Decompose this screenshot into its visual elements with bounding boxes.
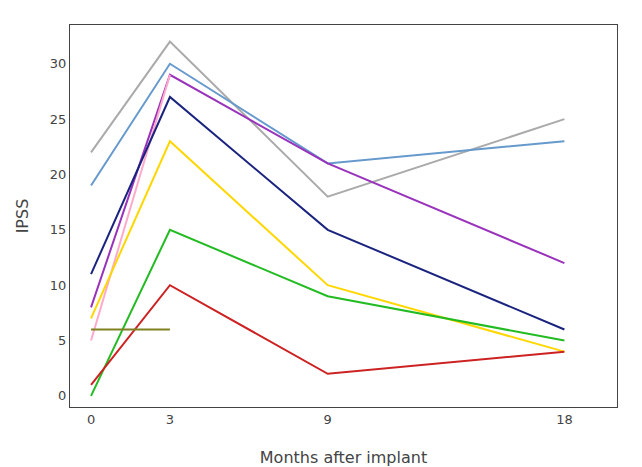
svg-text:IPSS: IPSS xyxy=(13,199,32,234)
svg-text:30: 30 xyxy=(50,56,67,71)
svg-text:0: 0 xyxy=(58,388,66,403)
svg-text:10: 10 xyxy=(50,278,67,293)
svg-text:9: 9 xyxy=(324,412,332,427)
svg-text:Months after implant: Months after implant xyxy=(260,448,427,467)
svg-text:18: 18 xyxy=(556,412,573,427)
svg-text:3: 3 xyxy=(166,412,174,427)
svg-text:15: 15 xyxy=(50,222,67,237)
svg-text:0: 0 xyxy=(87,412,95,427)
svg-text:20: 20 xyxy=(50,167,67,182)
svg-text:5: 5 xyxy=(58,333,66,348)
svg-text:25: 25 xyxy=(50,112,67,127)
